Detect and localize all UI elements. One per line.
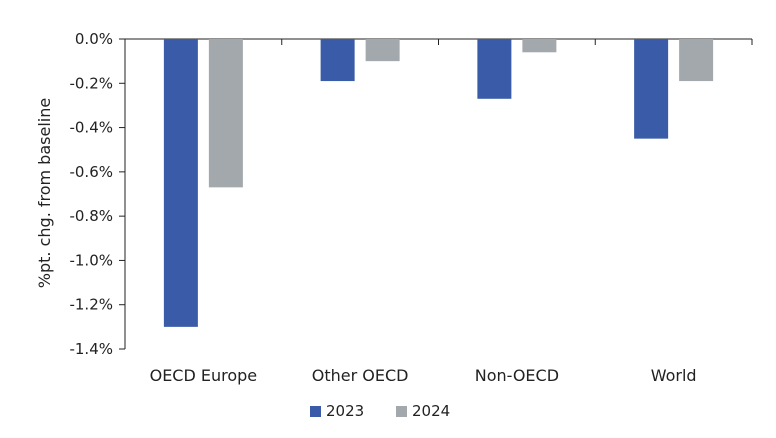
legend-swatch-2024 [396,406,407,417]
category-label: Other OECD [312,366,409,385]
category-label: OECD Europe [150,366,258,385]
bar-2024 [522,39,557,53]
bar-2024 [679,39,714,82]
plot-area: 0.0% -0.2% -0.4% -0.6% -0.8% -1.0% -1.2% -1.4% O… [69,30,753,385]
y-tick-label: 0.0% [75,30,113,48]
y-tick-label: -1.4% [69,340,113,358]
y-tick-label: -0.2% [69,74,113,92]
y-axis-title: %pt. chg. from baseline [35,98,54,288]
bar-2023 [634,39,669,139]
y-tick-label: -0.4% [69,119,113,137]
y-tick-label: -0.6% [69,163,113,181]
y-tick-label: -0.8% [69,207,113,225]
bar-2024 [208,39,243,188]
legend-label-2023: 2023 [326,402,364,420]
y-tick-label: -1.0% [69,251,113,269]
legend-label-2024: 2024 [412,402,450,420]
legend-swatch-2023 [310,406,321,417]
category-label: World [651,366,697,385]
legend: 2023 2024 [310,402,450,420]
bar-2023 [320,39,355,82]
bar-2023 [477,39,512,99]
category-label: Non-OECD [475,366,559,385]
y-tick-label: -1.2% [69,296,113,314]
bar-2023 [163,39,198,327]
bar-2024 [365,39,400,62]
